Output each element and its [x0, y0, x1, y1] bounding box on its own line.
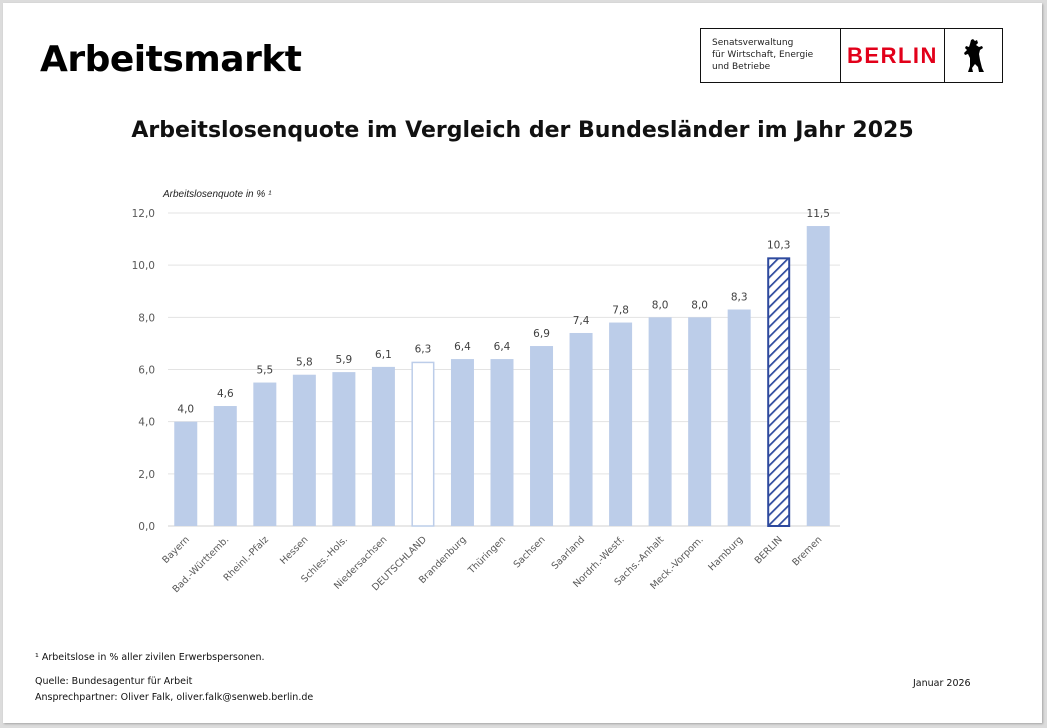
bar-deutschland — [411, 361, 435, 527]
page-title: Arbeitsmarkt — [40, 39, 302, 80]
y-tick-label: 12,0 — [132, 208, 155, 220]
report-page: Arbeitsmarkt Senatsverwaltung für Wirtsc… — [3, 3, 1042, 723]
chart-title: Arbeitslosenquote im Vergleich der Bunde… — [131, 118, 914, 143]
berlin-bear-icon — [945, 29, 1002, 82]
logo-department-line: und Betriebe — [712, 62, 771, 72]
x-tick-label: Thüringen — [465, 534, 508, 577]
x-tick-label: Sachsen — [512, 534, 548, 570]
logo-department: Senatsverwaltung für Wirtschaft, Energie… — [701, 29, 841, 82]
y-tick-label: 10,0 — [132, 260, 155, 272]
logo-department-line: für Wirtschaft, Energie — [712, 50, 814, 60]
data-label: 6,9 — [533, 328, 550, 340]
y-tick-label: 8,0 — [138, 312, 155, 324]
x-tick-label: Hamburg — [706, 534, 745, 573]
x-tick-label: Bayern — [160, 534, 192, 566]
data-label: 10,3 — [767, 239, 790, 251]
x-tick-label: BERLIN — [753, 534, 785, 566]
data-label: 8,0 — [652, 299, 669, 311]
bars — [174, 226, 830, 527]
data-label: 8,3 — [731, 292, 748, 304]
berlin-bear-glyph — [963, 38, 984, 72]
data-label: 5,5 — [256, 365, 273, 377]
x-tick-label: Hessen — [278, 534, 310, 566]
data-label: 5,9 — [336, 354, 353, 366]
y-tick-label: 6,0 — [138, 365, 155, 377]
data-label: 11,5 — [807, 208, 830, 220]
bar-chart: Arbeitslosenquote in % ¹ 0,0 2,0 4,0 6,0 8,0… — [132, 189, 840, 595]
data-label: 7,4 — [573, 315, 590, 327]
bar-hessen — [292, 374, 316, 526]
data-label: 7,8 — [612, 305, 629, 317]
y-axis-title: Arbeitslosenquote in % ¹ — [162, 189, 272, 200]
data-label: 6,3 — [415, 344, 432, 356]
bar-meck-vorpom — [688, 317, 712, 526]
bar-rheinl-pfalz — [253, 382, 277, 526]
bar-bremen — [806, 226, 830, 526]
data-label: 5,8 — [296, 357, 313, 369]
bar-bad-württemb — [213, 406, 237, 526]
data-labels: 4,0 4,6 5,5 5,8 5,9 6,1 6,3 6,4 6,4 6,9 7,4 7,8 8,0 8… — [177, 208, 830, 416]
bar-brandenburg — [450, 359, 474, 526]
bar-hamburg — [727, 309, 751, 526]
senate-logo: Senatsverwaltung für Wirtschaft, Energie… — [700, 28, 1003, 83]
bar-thüringen — [490, 359, 514, 526]
y-tick-label: 0,0 — [138, 521, 155, 533]
x-tick-label: Saarland — [550, 534, 588, 572]
data-label: 6,1 — [375, 349, 392, 361]
data-label: 4,6 — [217, 388, 234, 400]
data-label: 6,4 — [494, 341, 511, 353]
bar-niedersachsen — [371, 366, 395, 526]
bar-schles-hols — [332, 372, 356, 526]
bar-saarland — [569, 332, 593, 526]
footnote: ¹ Arbeitslose in % aller zivilen Erwerbs… — [35, 652, 265, 663]
data-label: 8,0 — [691, 299, 708, 311]
publication-date: Januar 2026 — [913, 678, 971, 689]
bar-nordrh-westf — [609, 322, 633, 526]
bar-sachsen — [530, 346, 554, 526]
source-note: Quelle: Bundesagentur für Arbeit — [35, 676, 193, 687]
logo-department-line: Senatsverwaltung — [712, 38, 794, 48]
bar-sachs-anhalt — [648, 317, 672, 526]
bar-bayern — [174, 421, 198, 526]
y-tick-label: 4,0 — [138, 417, 155, 429]
bar-berlin — [767, 257, 791, 527]
y-tick-labels: 0,0 2,0 4,0 6,0 8,0 10,0 12,0 — [132, 208, 155, 533]
data-label: 6,4 — [454, 341, 471, 353]
contact-note: Ansprechpartner: Oliver Falk, oliver.fal… — [35, 692, 314, 703]
data-label: 4,0 — [177, 404, 194, 416]
logo-city: BERLIN — [841, 29, 945, 82]
x-tick-label: Bremen — [790, 534, 824, 568]
y-tick-label: 2,0 — [138, 469, 155, 481]
